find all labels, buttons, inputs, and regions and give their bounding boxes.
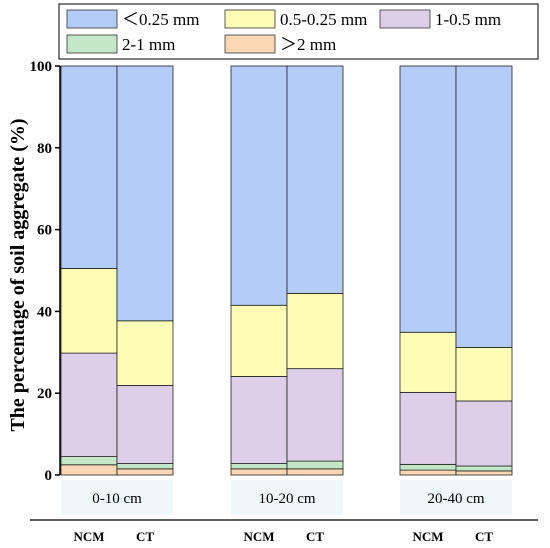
- group-label: 10-20 cm: [258, 491, 315, 507]
- bar-stack: [60, 65, 118, 476]
- legend: ＜0.25 mm 0.5-0.25 mm 1-0.5 mm 2-1 mm ＞2 mm: [58, 3, 539, 60]
- bar-segment: [286, 65, 344, 294]
- y-tick-label: 40: [37, 304, 52, 320]
- treatment-label: CT: [306, 529, 324, 544]
- legend-item: ＞2 mm: [224, 34, 336, 54]
- bar-segment: [116, 320, 174, 386]
- group-label: 20-40 cm: [427, 491, 484, 507]
- legend-label: ＞2 mm: [280, 35, 336, 54]
- treatment-label: CT: [475, 529, 493, 544]
- bar-segment: [455, 465, 513, 472]
- bar-segment: [60, 352, 118, 457]
- legend-label: 0.5-0.25 mm: [280, 10, 367, 29]
- bar-segment: [116, 65, 174, 322]
- bar-segment: [116, 385, 174, 464]
- bar-stack: [399, 65, 457, 476]
- bar-stack: [230, 65, 288, 476]
- bar-segment: [399, 65, 457, 333]
- y-tick-label: 20: [37, 386, 52, 402]
- bar-segment: [230, 304, 288, 377]
- bar-segment: [230, 376, 288, 464]
- treatment-labels: NCM CT NCM CT NCM CT: [73, 529, 493, 544]
- bar-segment: [60, 268, 118, 354]
- group-label: 0-10 cm: [92, 491, 142, 507]
- y-tick-label: 0: [45, 468, 53, 484]
- bar-segment: [286, 293, 344, 370]
- legend-label: 2-1 mm: [122, 35, 175, 54]
- legend-swatch: [379, 9, 431, 29]
- bar-segment: [399, 391, 457, 465]
- bar-segment: [230, 65, 288, 306]
- bars: [60, 65, 513, 476]
- bar-segment: [399, 469, 457, 476]
- bar-segment: [399, 463, 457, 471]
- group-label-box: [61, 480, 173, 515]
- bar-segment: [455, 470, 513, 476]
- bar-segment: [60, 456, 118, 466]
- group-label-box: [231, 480, 343, 515]
- bar-segment: [399, 331, 457, 393]
- y-axis: 0 20 40 60 80 100: [30, 59, 61, 484]
- legend-item: 2-1 mm: [66, 34, 175, 54]
- treatment-label: CT: [136, 529, 154, 544]
- y-tick-label: 80: [37, 141, 52, 157]
- bar-segment: [230, 468, 288, 476]
- legend-swatch: [224, 9, 276, 29]
- legend-item: 1-0.5 mm: [379, 9, 501, 29]
- legend-frame: [58, 3, 539, 60]
- bar-stack: [455, 65, 513, 476]
- legend-item: 0.5-0.25 mm: [224, 9, 367, 29]
- bar-segment: [230, 463, 288, 470]
- legend-swatch: [224, 34, 276, 54]
- bar-segment: [60, 65, 118, 269]
- group-label-box: [400, 480, 512, 515]
- treatment-label: NCM: [243, 529, 274, 544]
- y-tick-label: 60: [37, 223, 52, 239]
- bar-segment: [116, 468, 174, 476]
- bar-segment: [455, 400, 513, 467]
- treatment-label: NCM: [73, 529, 104, 544]
- y-tick-label: 100: [30, 59, 53, 75]
- treatment-label: NCM: [412, 529, 443, 544]
- bar-segment: [116, 463, 174, 470]
- bar-segment: [286, 368, 344, 462]
- y-axis-label: The percentage of soil aggregate (%): [7, 118, 29, 431]
- bar-segment: [455, 65, 513, 348]
- bar-segment: [60, 464, 118, 476]
- legend-swatch: [66, 9, 118, 29]
- legend-item: ＜0.25 mm: [66, 9, 199, 29]
- bar-segment: [455, 346, 513, 402]
- legend-label: 1-0.5 mm: [435, 10, 501, 29]
- group-labels: 0-10 cm 10-20 cm 20-40 cm: [61, 480, 512, 515]
- bar-segment: [286, 468, 344, 476]
- legend-swatch: [66, 34, 118, 54]
- legend-label: ＜0.25 mm: [122, 10, 199, 29]
- bar-segment: [286, 460, 344, 470]
- bar-stack: [286, 65, 344, 476]
- bar-stack: [116, 65, 174, 476]
